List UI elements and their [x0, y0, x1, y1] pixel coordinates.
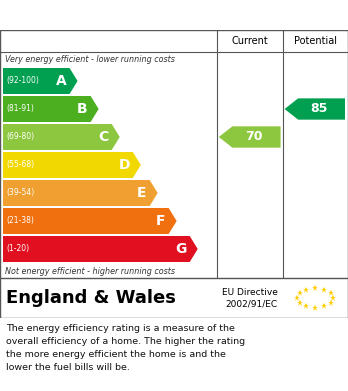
- Text: 70: 70: [245, 131, 262, 143]
- Text: (39-54): (39-54): [6, 188, 34, 197]
- Text: D: D: [118, 158, 130, 172]
- Text: (69-80): (69-80): [6, 133, 34, 142]
- Text: (81-91): (81-91): [6, 104, 34, 113]
- Text: (92-100): (92-100): [6, 77, 39, 86]
- Polygon shape: [3, 180, 158, 206]
- Polygon shape: [3, 152, 141, 178]
- Polygon shape: [3, 208, 177, 234]
- Text: E: E: [137, 186, 147, 200]
- Text: Energy Efficiency Rating: Energy Efficiency Rating: [8, 7, 210, 23]
- Polygon shape: [3, 96, 98, 122]
- Text: Current: Current: [231, 36, 268, 46]
- Text: A: A: [56, 74, 66, 88]
- Text: Potential: Potential: [294, 36, 337, 46]
- Text: F: F: [156, 214, 166, 228]
- Polygon shape: [3, 236, 198, 262]
- Text: C: C: [98, 130, 109, 144]
- Polygon shape: [3, 68, 78, 94]
- Polygon shape: [285, 99, 345, 120]
- Text: (21-38): (21-38): [6, 217, 34, 226]
- Text: Not energy efficient - higher running costs: Not energy efficient - higher running co…: [5, 267, 175, 276]
- Text: 85: 85: [310, 102, 327, 115]
- Text: EU Directive
2002/91/EC: EU Directive 2002/91/EC: [222, 288, 278, 308]
- Text: (55-68): (55-68): [6, 160, 34, 170]
- Text: The energy efficiency rating is a measure of the
overall efficiency of a home. T: The energy efficiency rating is a measur…: [6, 324, 245, 371]
- Text: (1-20): (1-20): [6, 244, 29, 253]
- Text: Very energy efficient - lower running costs: Very energy efficient - lower running co…: [5, 56, 175, 65]
- Polygon shape: [3, 124, 120, 150]
- Polygon shape: [219, 126, 280, 148]
- Text: B: B: [77, 102, 88, 116]
- Text: G: G: [175, 242, 187, 256]
- Text: England & Wales: England & Wales: [6, 289, 176, 307]
